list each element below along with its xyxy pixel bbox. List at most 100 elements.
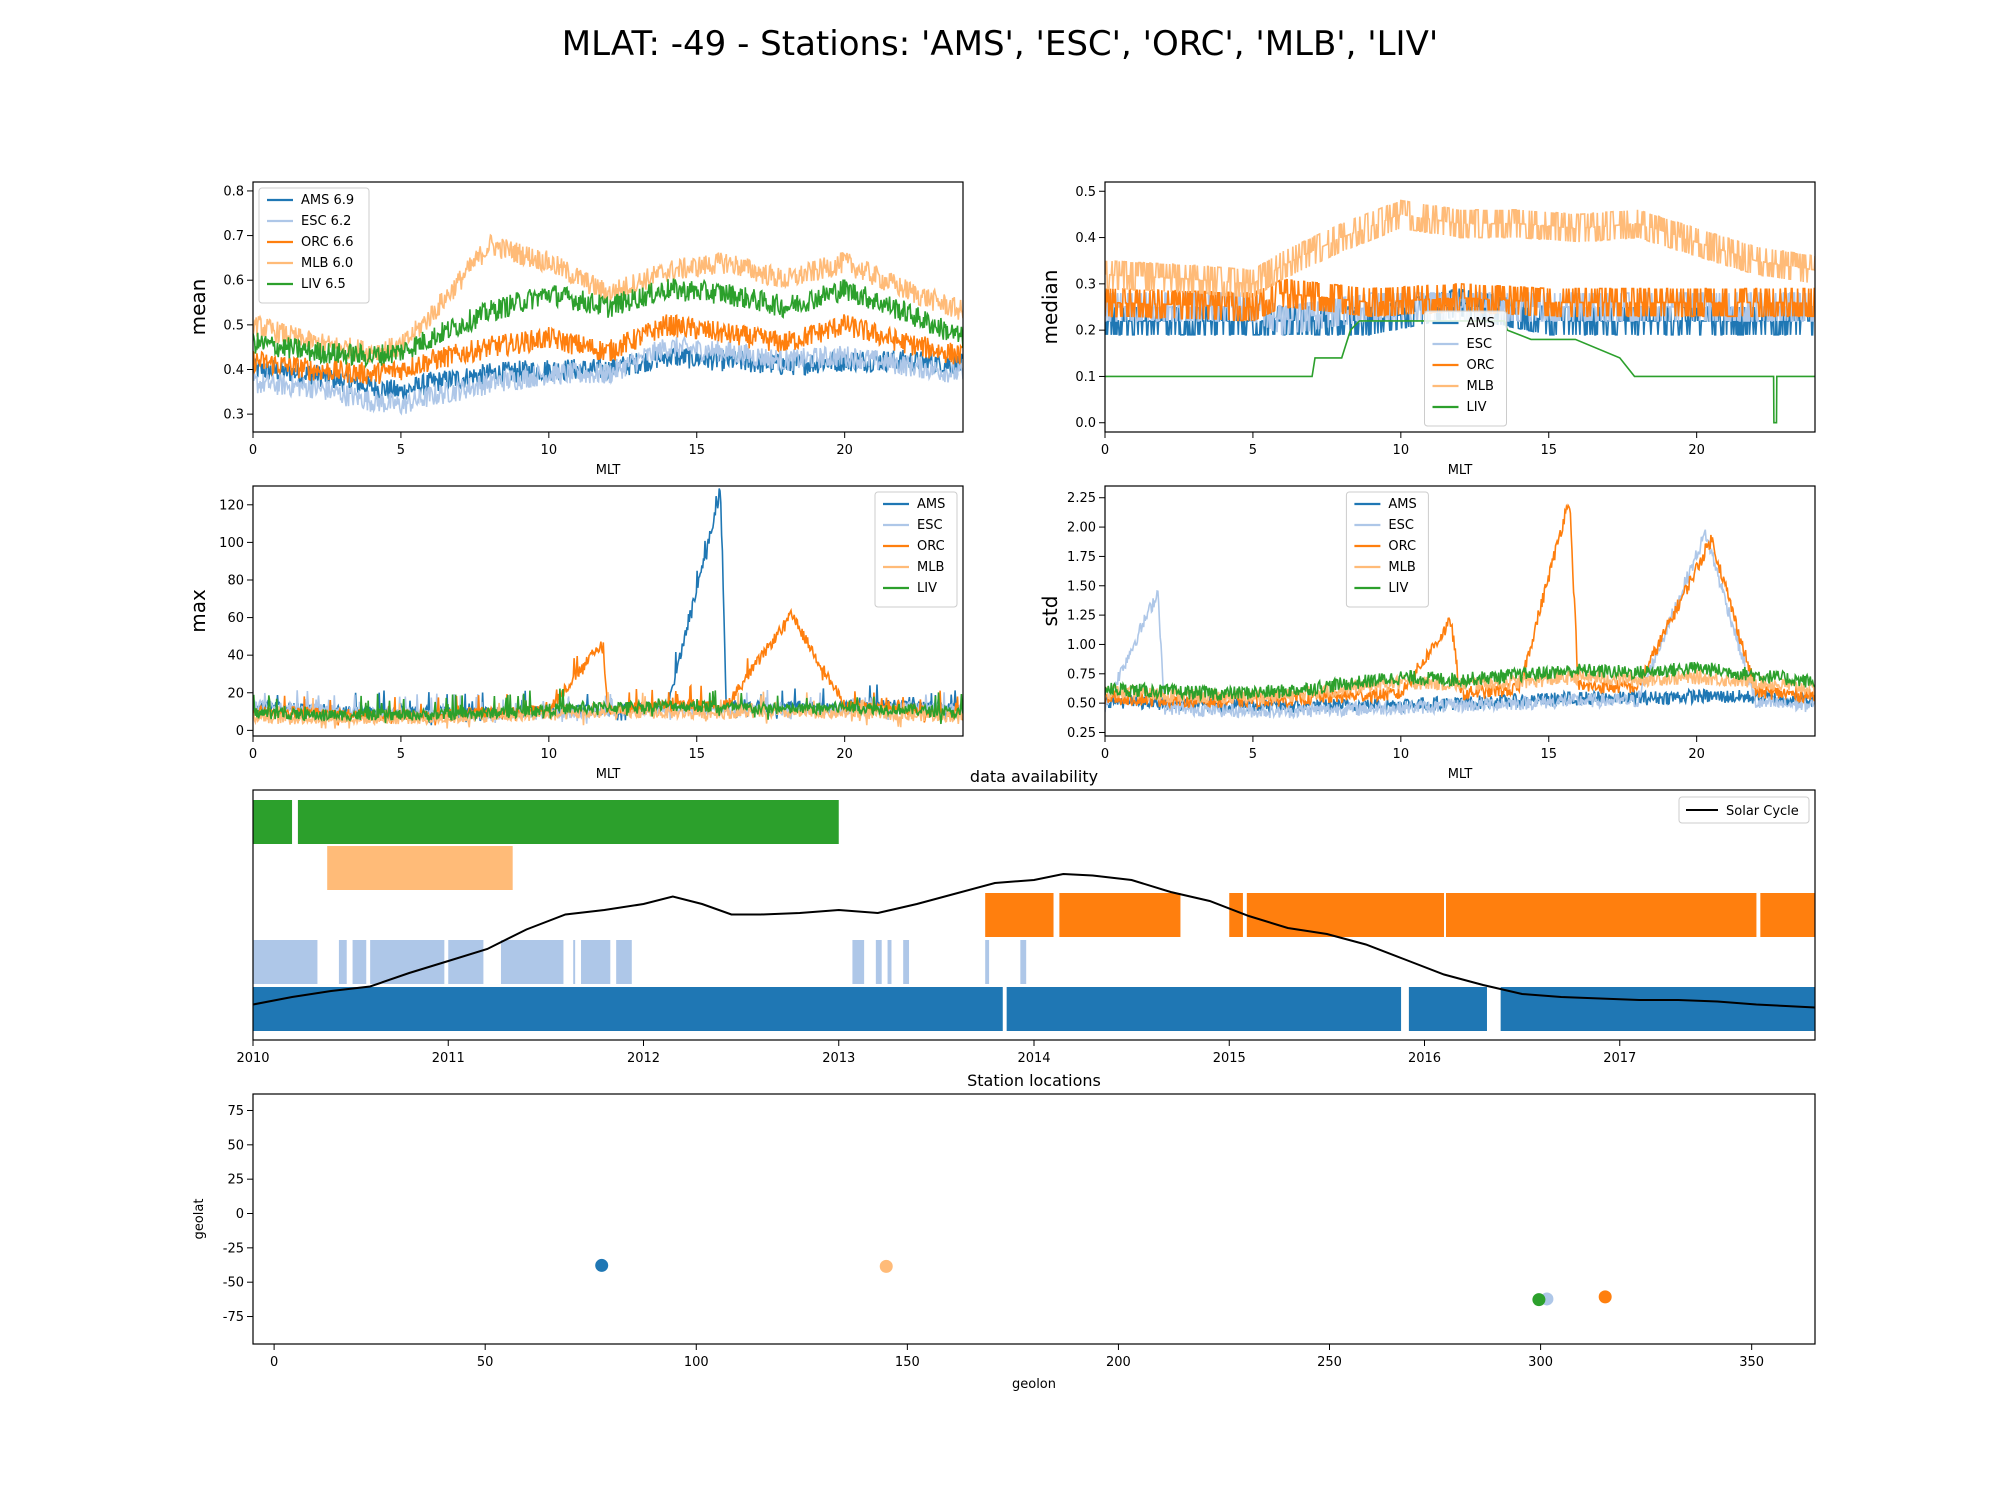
max-xtick-label: 20 — [836, 747, 853, 762]
locations-ytick-label: 75 — [227, 1104, 244, 1119]
max-legend: AMS ESC ORC MLB LIV — [874, 491, 958, 608]
median-plot-area — [1104, 181, 1816, 433]
median-ytick-label: 0.2 — [1075, 324, 1096, 339]
locations-ytick-label: 50 — [227, 1138, 244, 1153]
locations-xtick-label: 50 — [477, 1355, 494, 1370]
max-ylabel: max — [186, 589, 210, 633]
availability-bar-esc — [985, 940, 990, 984]
std-xtick-label: 10 — [1393, 747, 1410, 762]
locations-ytick-label: 25 — [227, 1173, 244, 1188]
std-ytick-label: 1.00 — [1067, 638, 1096, 653]
max-series-ams — [253, 488, 963, 726]
max-ytick-label: 100 — [219, 536, 244, 551]
median-xtick-label: 0 — [1101, 443, 1109, 458]
std-ytick-label: 0.50 — [1067, 697, 1096, 712]
std-panel: 0 5 10 15 20 0.25 0.50 0.75 1.00 1.25 1.50 1.75 2.00… — [1038, 485, 1816, 782]
max-plot-area — [252, 485, 964, 737]
availability-legend: Solar Cycle — [1678, 796, 1810, 824]
availability-bar-esc — [903, 940, 910, 984]
max-legend-label: AMS — [917, 497, 945, 512]
median-ytick-label: 0.3 — [1075, 277, 1096, 292]
median-ytick-label: 0.1 — [1075, 370, 1096, 385]
mean-legend-label: AMS 6.9 — [301, 193, 354, 208]
availability-bar-esc — [352, 940, 367, 984]
std-ytick-label: 1.75 — [1067, 550, 1096, 565]
availability-bar-esc — [448, 940, 484, 984]
median-legend-label: LIV — [1467, 400, 1487, 415]
locations-xtick-label: 250 — [1317, 1355, 1342, 1370]
availability-bar-esc — [500, 940, 564, 984]
availability-bar-orc — [985, 893, 1054, 937]
locations-ytick-label: 0 — [236, 1207, 244, 1222]
locations-ylabel: geolat — [192, 1199, 207, 1240]
median-legend-label: ESC — [1467, 337, 1493, 352]
mean-ytick-label: 0.4 — [223, 363, 244, 378]
std-xtick-label: 0 — [1101, 747, 1109, 762]
max-xlabel: MLT — [596, 767, 621, 782]
median-panel: 0 5 10 15 20 0.0 0.1 0.2 0.3 0.4 0.5 MLT median AMS ES… — [1038, 181, 1816, 478]
max-legend-label: LIV — [917, 581, 937, 596]
max-xtick-label: 5 — [397, 747, 405, 762]
std-legend-label: LIV — [1388, 581, 1408, 596]
mean-series-esc — [253, 334, 963, 416]
std-legend-label: MLB — [1388, 560, 1415, 575]
availability-bar-ams — [1500, 987, 1815, 1031]
mean-legend-label: LIV 6.5 — [301, 277, 346, 292]
median-series-mlb — [1105, 199, 1815, 299]
mean-legend-label: ESC 6.2 — [301, 214, 351, 229]
availability-title: data availability — [970, 767, 1098, 786]
availability-bar-esc — [338, 940, 347, 984]
locations-xlabel: geolon — [1012, 1377, 1056, 1392]
locations-xtick-label: 200 — [1106, 1355, 1131, 1370]
max-ytick-label: 120 — [219, 498, 244, 513]
mean-legend-frame — [258, 187, 370, 304]
availability-xtick-label: 2017 — [1603, 1051, 1636, 1066]
median-legend-label: ORC — [1467, 358, 1495, 373]
max-legend-label: ESC — [917, 518, 943, 533]
availability-bar-ams — [1408, 987, 1487, 1031]
max-series-mlb — [253, 691, 963, 729]
max-legend-label: MLB — [917, 560, 944, 575]
std-series-liv — [1105, 661, 1815, 703]
mean-ytick-label: 0.3 — [223, 408, 244, 423]
mean-legend-label: MLB 6.0 — [301, 256, 353, 271]
availability-xtick-label: 2012 — [627, 1051, 660, 1066]
availability-bar-ams — [1006, 987, 1402, 1031]
median-series-liv — [1105, 320, 1815, 424]
availability-xtick-label: 2016 — [1408, 1051, 1441, 1066]
locations-plot-area — [252, 1093, 1816, 1345]
std-legend-label: AMS — [1388, 497, 1416, 512]
locations-xtick-label: 150 — [895, 1355, 920, 1370]
locations-ytick-label: -75 — [223, 1310, 244, 1325]
availability-bar-orc — [1246, 893, 1445, 937]
solar-cycle-line — [252, 872, 1816, 1009]
locations-xtick-label: 350 — [1739, 1355, 1764, 1370]
median-ytick-label: 0.0 — [1075, 416, 1096, 431]
std-xtick-label: 20 — [1688, 747, 1705, 762]
availability-bar-ams — [253, 987, 1003, 1031]
median-xtick-label: 10 — [1393, 443, 1410, 458]
locations-panel: 0 50 100 150 200 250 300 350 -75 -50 -25 0 25 50 75 Sta… — [192, 1071, 1816, 1392]
station-point-ams — [595, 1258, 609, 1272]
median-xtick-label: 5 — [1249, 443, 1257, 458]
station-point-orc — [1598, 1290, 1612, 1304]
std-ytick-label: 0.25 — [1067, 726, 1096, 741]
availability-xtick-label: 2014 — [1017, 1051, 1050, 1066]
std-series-group — [1105, 503, 1815, 720]
availability-bar-orc — [1059, 893, 1181, 937]
mean-xlabel: MLT — [596, 463, 621, 478]
median-ytick-label: 0.4 — [1075, 231, 1096, 246]
mean-xtick-label: 15 — [688, 443, 705, 458]
mean-legend-label: ORC 6.6 — [301, 235, 354, 250]
locations-title: Station locations — [967, 1071, 1101, 1090]
median-legend-label: AMS — [1467, 316, 1495, 331]
mean-xtick-label: 20 — [836, 443, 853, 458]
availability-bar-esc — [887, 940, 892, 984]
availability-bar-esc — [616, 940, 632, 984]
std-ytick-label: 1.50 — [1067, 579, 1096, 594]
availability-bar-liv — [253, 800, 293, 844]
availability-bar-esc — [1020, 940, 1027, 984]
mean-ytick-label: 0.8 — [223, 184, 244, 199]
max-xtick-label: 15 — [688, 747, 705, 762]
